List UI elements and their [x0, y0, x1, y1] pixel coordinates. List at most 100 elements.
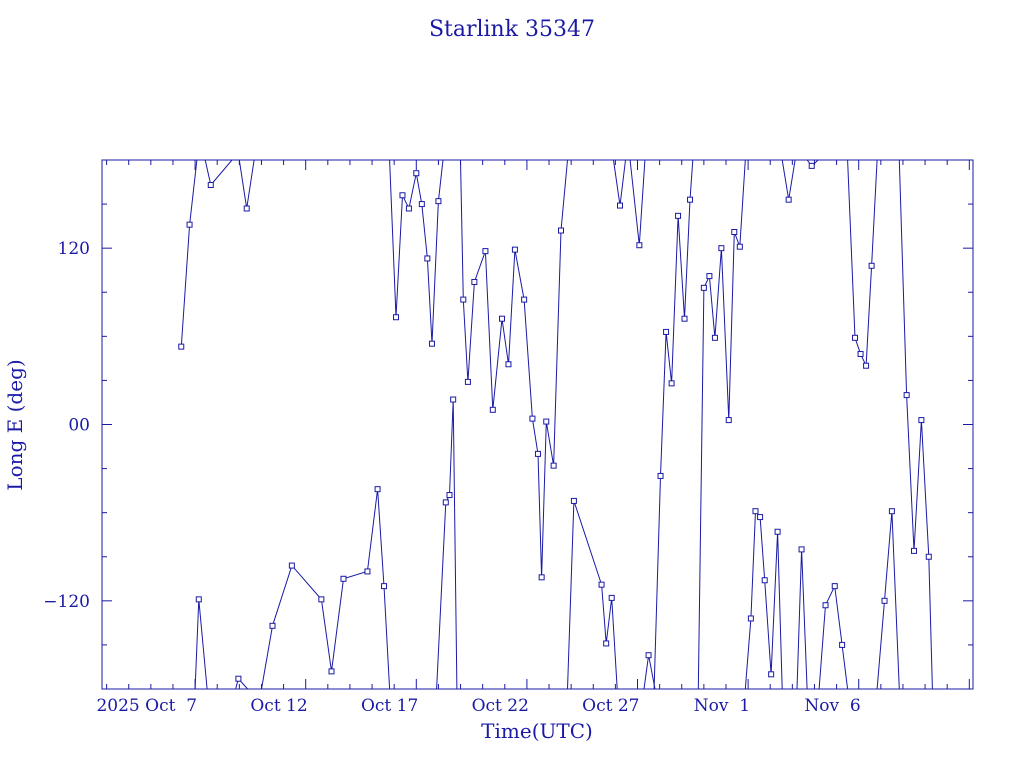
data-point	[413, 170, 420, 177]
data-point	[798, 546, 805, 553]
series-line	[818, 584, 849, 689]
series-line	[643, 655, 656, 689]
data-point	[482, 248, 489, 255]
data-point	[911, 547, 918, 554]
data-point	[405, 205, 412, 212]
data-point	[521, 296, 528, 303]
data-point	[186, 221, 193, 228]
series-line	[744, 509, 783, 689]
chart-title: Starlink 35347	[429, 17, 595, 42]
series-layer	[178, 160, 933, 689]
data-point	[428, 340, 435, 347]
data-point	[636, 242, 643, 249]
x-tick-labels: 2025 Oct 7 Oct 12 Oct 17 Oct 22 Oct 27 Nov 1 N…	[96, 696, 860, 716]
data-point	[752, 508, 759, 515]
data-point	[207, 181, 214, 188]
data-point	[328, 668, 335, 675]
data-point	[774, 528, 781, 535]
data-point	[471, 278, 478, 285]
series-line	[180, 160, 198, 347]
data-point	[852, 334, 859, 341]
series-line	[389, 160, 444, 344]
data-point	[687, 196, 694, 203]
data-point	[460, 296, 467, 303]
data-point	[269, 622, 276, 629]
y-tick-label: 00	[68, 416, 90, 436]
x-tick-label: Nov 6	[804, 696, 860, 716]
data-point	[529, 415, 536, 422]
data-point	[424, 255, 431, 262]
data-point	[235, 675, 242, 682]
data-point	[857, 350, 864, 357]
series-line	[697, 160, 746, 689]
data-point	[318, 596, 325, 603]
data-point	[808, 162, 815, 169]
data-point	[534, 450, 541, 457]
data-point	[450, 396, 457, 403]
data-point	[364, 568, 371, 575]
data-point	[399, 192, 406, 199]
data-point	[736, 243, 743, 250]
data-point	[464, 378, 471, 385]
series-line	[653, 160, 694, 689]
data-point	[731, 229, 738, 236]
y-ticks	[102, 159, 973, 690]
series-line	[781, 160, 796, 200]
x-tick-label: Oct 12	[250, 696, 307, 716]
data-point	[768, 671, 775, 678]
data-point	[288, 562, 295, 569]
data-point	[903, 392, 910, 399]
data-point	[725, 417, 732, 424]
series-line	[796, 549, 808, 689]
data-point	[418, 201, 425, 208]
series-line	[613, 160, 626, 206]
data-point	[706, 273, 713, 280]
data-point	[831, 583, 838, 590]
data-point	[718, 245, 725, 252]
data-point	[489, 406, 496, 413]
data-point	[393, 314, 400, 321]
data-point	[888, 508, 895, 515]
data-point	[863, 362, 870, 369]
data-point	[747, 615, 754, 622]
x-axis-label: Time(UTC)	[481, 719, 593, 743]
data-point	[435, 198, 442, 205]
data-point	[668, 380, 675, 387]
x-tick-label: Oct 17	[361, 696, 418, 716]
data-point	[499, 315, 506, 322]
data-point	[598, 581, 605, 588]
y-axis-label: Long E (deg)	[3, 359, 27, 490]
data-point	[822, 602, 829, 609]
series-line	[261, 489, 391, 689]
x-tick-label: Oct 27	[582, 696, 639, 716]
data-point	[511, 246, 518, 253]
data-point	[340, 575, 347, 582]
data-point	[757, 514, 764, 521]
data-point	[925, 553, 932, 560]
series-line	[204, 160, 233, 187]
data-point	[663, 328, 670, 335]
data-point	[785, 196, 792, 203]
data-point	[570, 497, 577, 504]
data-point	[761, 577, 768, 584]
data-point	[700, 284, 707, 291]
series-line	[629, 160, 646, 246]
data-point	[918, 417, 925, 424]
data-point	[608, 594, 615, 601]
data-point	[243, 205, 250, 212]
data-point	[616, 202, 623, 209]
data-point	[381, 583, 388, 590]
data-point	[538, 574, 545, 581]
x-tick-label: 2025 Oct 7	[96, 696, 197, 716]
x-ticks	[106, 160, 970, 689]
series-line	[238, 160, 255, 209]
series-line	[460, 160, 568, 578]
x-tick-label: Nov 1	[694, 696, 750, 716]
series-group	[178, 160, 933, 689]
data-point	[442, 499, 449, 506]
data-point	[881, 597, 888, 604]
data-point	[195, 596, 202, 603]
data-point	[543, 418, 550, 425]
data-point	[645, 652, 652, 659]
